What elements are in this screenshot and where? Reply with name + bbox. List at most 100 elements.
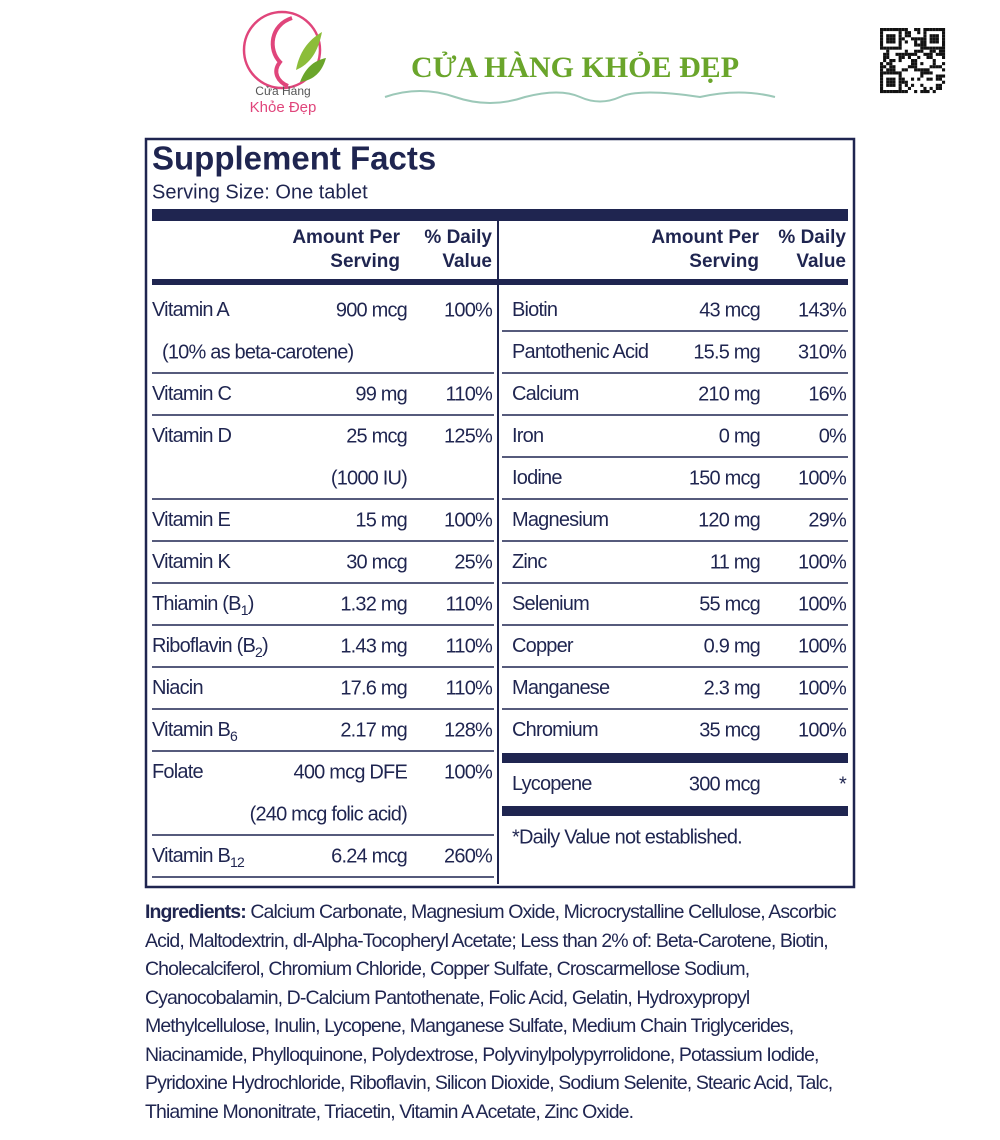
qr-cell	[942, 55, 946, 59]
amount: 15 mg	[355, 509, 407, 531]
qr-cell	[938, 49, 942, 53]
qr-cell	[898, 28, 902, 32]
qr-cell	[938, 86, 942, 90]
qr-cell	[898, 90, 902, 94]
qr-cell	[886, 28, 890, 32]
qr-cell	[920, 83, 924, 87]
logo-text: Khỏe Đẹp	[250, 99, 317, 116]
name-text: Manganese	[512, 677, 610, 699]
qr-cell	[917, 77, 921, 81]
name-text: Zinc	[512, 551, 547, 573]
qr-cell	[889, 62, 893, 66]
name-text: Iron	[512, 425, 543, 447]
nutrient-name: Thiamin (B1)	[152, 593, 254, 617]
qr-cell	[929, 71, 933, 75]
qr-cell	[920, 71, 924, 75]
qr-cell	[898, 86, 902, 90]
amount: 35 mcg	[699, 719, 760, 741]
qr-cell	[889, 37, 893, 41]
daily-value: 100%	[798, 677, 847, 699]
qr-cell	[898, 80, 902, 84]
qr-cell	[880, 62, 884, 66]
qr-cell	[938, 77, 942, 81]
note: (240 mcg folic acid)	[250, 803, 408, 825]
qr-cell	[914, 40, 918, 44]
qr-cell	[929, 52, 933, 56]
daily-value: 110%	[446, 383, 493, 405]
qr-cell	[942, 46, 946, 50]
qr-cell	[926, 90, 930, 94]
qr-cell	[898, 74, 902, 78]
daily-value: 100%	[798, 467, 847, 489]
column-header: Value	[796, 251, 846, 272]
daily-value: 110%	[446, 593, 493, 615]
qr-cell	[907, 31, 911, 35]
qr-cell	[886, 62, 890, 66]
qr-code	[880, 28, 946, 94]
qr-cell	[935, 40, 939, 44]
qr-cell	[892, 65, 896, 69]
qr-cell	[886, 52, 890, 56]
qr-cell	[889, 80, 893, 84]
qr-cell	[926, 71, 930, 75]
name-text: Pantothenic Acid	[512, 341, 648, 363]
daily-value: *	[839, 773, 847, 795]
qr-cell	[892, 80, 896, 84]
daily-value: 110%	[446, 635, 493, 657]
qr-cell	[880, 46, 884, 50]
qr-cell	[914, 62, 918, 66]
qr-cell	[904, 80, 908, 84]
qr-cell	[929, 28, 933, 32]
qr-cell	[942, 80, 946, 84]
qr-cell	[923, 43, 927, 47]
daily-value: 100%	[798, 593, 847, 615]
qr-cell	[907, 34, 911, 38]
qr-cell	[942, 31, 946, 35]
qr-cell	[926, 77, 930, 81]
qr-cell	[883, 46, 887, 50]
qr-cell	[923, 31, 927, 35]
qr-cell	[883, 71, 887, 75]
nutrient-name: Calcium	[512, 383, 579, 405]
qr-cell	[898, 55, 902, 59]
column-header: Amount Per	[292, 227, 400, 248]
qr-cell	[938, 65, 942, 69]
qr-cell	[917, 49, 921, 53]
qr-cell	[932, 28, 936, 32]
qr-cell	[914, 68, 918, 72]
column-header: % Daily	[778, 227, 846, 248]
qr-cell	[901, 80, 905, 84]
qr-cell	[935, 52, 939, 56]
qr-cell	[886, 83, 890, 87]
amount: 6.24 mcg	[331, 845, 407, 867]
qr-cell	[886, 40, 890, 44]
qr-cell	[920, 90, 924, 94]
qr-cell	[904, 52, 908, 56]
qr-cell	[880, 80, 884, 84]
qr-cell	[898, 83, 902, 87]
qr-cell	[898, 71, 902, 75]
qr-cell	[901, 77, 905, 81]
column-header: Amount Per	[651, 227, 759, 248]
qr-cell	[898, 31, 902, 35]
qr-cell	[923, 52, 927, 56]
amount: 1.43 mg	[340, 635, 407, 657]
qr-cell	[938, 52, 942, 56]
qr-cell	[904, 68, 908, 72]
qr-cell	[929, 37, 933, 41]
qr-cell	[880, 34, 884, 38]
qr-cell	[889, 46, 893, 50]
nutrient-name: Vitamin B6	[152, 719, 238, 743]
qr-cell	[942, 34, 946, 38]
amount: 55 mcg	[699, 593, 760, 615]
amount: 2.3 mg	[704, 677, 760, 699]
qr-cell	[935, 65, 939, 69]
amount: 210 mg	[698, 383, 760, 405]
name-text: Vitamin K	[152, 551, 231, 573]
qr-cell	[914, 43, 918, 47]
qr-cell	[911, 65, 915, 69]
nutrient-name: Vitamin K	[152, 551, 231, 573]
qr-cell	[935, 46, 939, 50]
amount: 300 mcg	[689, 773, 760, 795]
name-text: Calcium	[512, 383, 579, 405]
